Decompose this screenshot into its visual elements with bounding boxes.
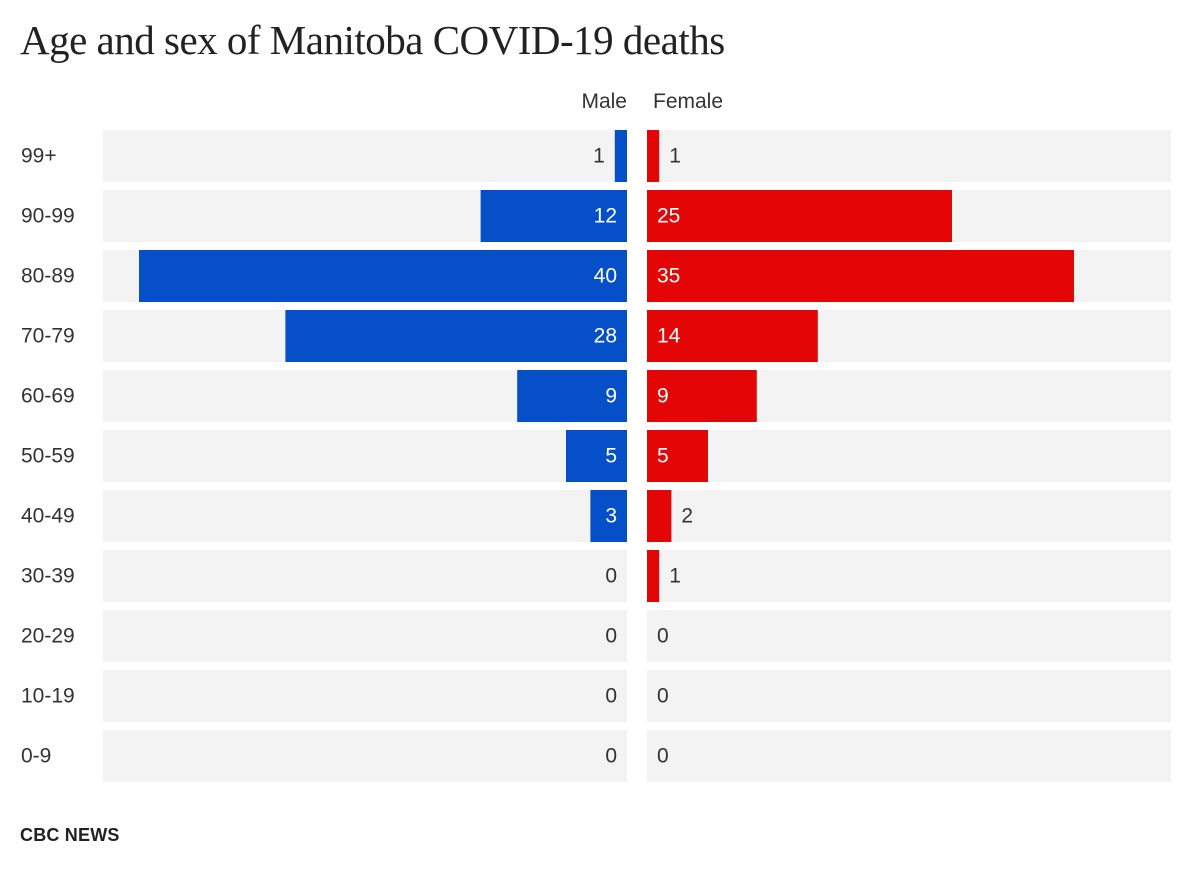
male-bar [285,310,627,362]
age-group-label: 99+ [21,145,57,168]
male-value-label: 0 [605,685,617,708]
source-credit: CBC NEWS [20,825,120,845]
female-value-label: 1 [669,145,681,168]
female-value-label: 5 [657,445,669,468]
male-value-label: 12 [594,205,617,228]
age-group-label: 50-59 [21,445,75,468]
male-row-background [103,730,627,782]
female-bar [647,430,708,482]
age-group-label: 20-29 [21,625,75,648]
male-value-label: 0 [605,565,617,588]
female-row-background [647,430,1171,482]
female-row-background [647,730,1171,782]
female-row-background [647,610,1171,662]
male-series-label: Male [581,90,627,113]
male-row-background [103,130,627,182]
age-group-label: 70-79 [21,325,75,348]
female-series-label: Female [653,90,724,113]
age-group-label: 30-39 [21,565,75,588]
female-value-label: 35 [657,265,680,288]
female-value-label: 14 [657,325,681,348]
male-row-background [103,490,627,542]
male-value-label: 9 [605,385,617,408]
male-row-background [103,610,627,662]
male-row-background [103,550,627,602]
male-value-label: 28 [594,325,617,348]
female-value-label: 2 [681,505,693,528]
male-row-background [103,430,627,482]
chart-title: Age and sex of Manitoba COVID-19 deaths [20,17,725,63]
female-bar [647,370,757,422]
male-bar [517,370,627,422]
female-bar [647,490,672,542]
male-bar [480,190,627,242]
age-group-label: 60-69 [21,385,75,408]
female-bar [647,130,660,182]
male-bar [590,490,627,542]
male-value-label: 0 [605,625,617,648]
female-bar [647,550,660,602]
female-value-label: 9 [657,385,669,408]
female-bar [647,190,952,242]
female-bar [647,250,1074,302]
female-row-background [647,670,1171,722]
age-group-label: 10-19 [21,685,75,708]
male-value-label: 1 [593,145,605,168]
female-row-background [647,490,1171,542]
male-value-label: 5 [605,445,617,468]
female-bar [647,310,818,362]
age-group-label: 90-99 [21,205,75,228]
age-group-label: 80-89 [21,265,75,288]
male-value-label: 3 [605,505,617,528]
female-value-label: 0 [657,685,669,708]
female-row-background [647,550,1171,602]
male-bar [566,430,627,482]
female-value-label: 0 [657,625,669,648]
male-bar [614,130,627,182]
age-group-label: 40-49 [21,505,75,528]
male-bar [139,250,627,302]
male-row-background [103,670,627,722]
female-value-label: 0 [657,745,669,768]
female-value-label: 25 [657,205,680,228]
female-value-label: 1 [669,565,681,588]
male-value-label: 40 [594,265,617,288]
female-row-background [647,130,1171,182]
male-value-label: 0 [605,745,617,768]
age-group-label: 0-9 [21,745,51,768]
